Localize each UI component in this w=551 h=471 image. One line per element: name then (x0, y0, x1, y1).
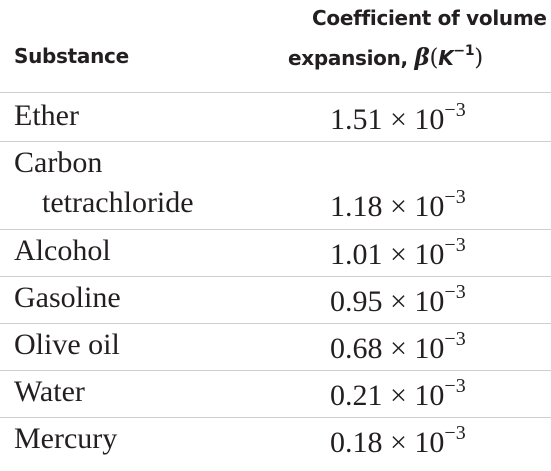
coefficient: 0.95 (330, 285, 383, 318)
substance-cell: Alcohol (14, 234, 111, 267)
substance-cell: Carbon (14, 146, 103, 179)
value-cell: 1.18 × 10−3 (330, 186, 466, 224)
coefficient: 1.01 (330, 238, 383, 271)
header-rule (0, 92, 551, 93)
value-cell: 0.95 × 10−3 (330, 281, 466, 319)
header-symbol: β (414, 44, 430, 71)
header-unit: K (438, 46, 454, 70)
exponent: −3 (444, 99, 466, 121)
value-cell: 0.21 × 10−3 (330, 375, 466, 413)
value-cell: 1.51 × 10−3 (330, 99, 466, 137)
substance-cell: tetrachloride (42, 186, 194, 219)
header-coefficient-line2: expansion, β(K−1) (288, 43, 483, 71)
multiplier: × 10 (390, 285, 445, 318)
header-text: expansion, (288, 46, 408, 70)
value-cell: 1.01 × 10−3 (330, 234, 466, 272)
header-substance: Substance (14, 44, 129, 68)
exponent: −3 (444, 186, 466, 208)
row-rule (0, 323, 551, 324)
substance-cell: Ether (14, 99, 79, 132)
value-cell: 0.18 × 10−3 (330, 422, 466, 460)
multiplier: × 10 (390, 426, 445, 459)
row-rule (0, 370, 551, 371)
multiplier: × 10 (390, 103, 445, 136)
exponent: −3 (444, 422, 466, 444)
value-cell: 0.68 × 10−3 (330, 328, 466, 366)
row-rule (0, 141, 551, 142)
header-unit-exponent: −1 (453, 43, 475, 59)
row-rule (0, 417, 551, 418)
header-coefficient-line1: Coefficient of volume (312, 6, 547, 30)
multiplier: × 10 (390, 379, 445, 412)
multiplier: × 10 (390, 190, 445, 223)
substance-cell: Olive oil (14, 328, 120, 361)
row-rule (0, 276, 551, 277)
coefficient: 0.18 (330, 426, 383, 459)
multiplier: × 10 (390, 238, 445, 271)
exponent: −3 (444, 375, 466, 397)
substance-cell: Water (14, 375, 85, 408)
coefficient: 0.21 (330, 379, 383, 412)
exponent: −3 (444, 328, 466, 350)
header-paren: ( (429, 45, 439, 71)
exponent: −3 (444, 281, 466, 303)
substance-cell: Gasoline (14, 281, 121, 314)
substance-cell: Mercury (14, 422, 118, 455)
exponent: −3 (444, 234, 466, 256)
multiplier: × 10 (390, 332, 445, 365)
row-rule (0, 229, 551, 230)
coefficient: 1.18 (330, 190, 383, 223)
coefficient: 0.68 (330, 332, 383, 365)
coefficient: 1.51 (330, 103, 383, 136)
header-paren: ) (474, 45, 483, 71)
